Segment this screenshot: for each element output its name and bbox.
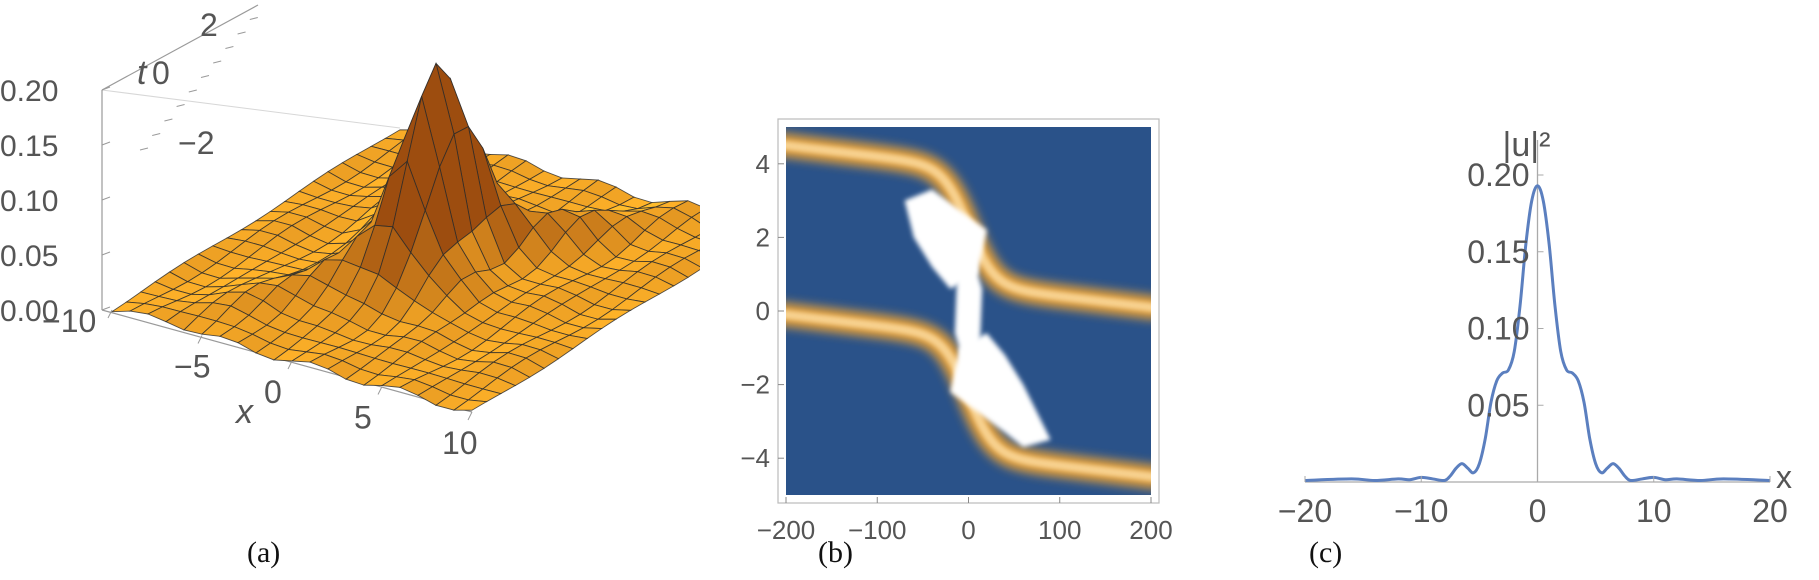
heatmap-y-tick: −4 — [740, 443, 770, 473]
heatmap-y-tick: 2 — [756, 222, 770, 252]
line-panel: −20 −10 0 10 20 0.05 0.10 0.15 0.20 |u|² x (c) — [1220, 0, 1819, 575]
line-y-tick: 0.15 — [1467, 234, 1529, 270]
heatmap-x-tick: 100 — [1038, 515, 1081, 545]
heatmap-bands — [786, 133, 1151, 489]
surface-x-tick: −5 — [174, 349, 210, 385]
surface-z-tick: 0.05 — [0, 240, 58, 273]
surface-x-tick: 10 — [442, 425, 478, 461]
surface-t-tick: 0 — [152, 55, 170, 91]
surface-x-tick: 5 — [354, 400, 372, 436]
heatmap-x-tick: −100 — [848, 515, 907, 545]
surface-t-tick: −2 — [178, 125, 214, 161]
line-x-tick: 0 — [1529, 493, 1547, 529]
surface-panel: 0.00 0.05 0.10 0.15 0.20 −10 −5 0 5 10 −2 0 2 x t (a… — [0, 0, 762, 575]
heatmap-y-tick: 0 — [756, 296, 770, 326]
surface-t-label: t — [137, 54, 148, 92]
heatmap-panel: −200 −100 0 100 200 −4 −2 0 2 4 (b) — [700, 0, 1220, 575]
heatmap-x-tick: −200 — [757, 515, 816, 545]
line-y-tick: 0.10 — [1467, 311, 1529, 347]
heatmap-y-tick: −2 — [740, 370, 770, 400]
heatmap-y-tick: 4 — [756, 149, 770, 179]
line-x-tick: −10 — [1394, 493, 1448, 529]
line-y-label: |u|² — [1503, 126, 1551, 164]
line-x-tick: −20 — [1278, 493, 1332, 529]
heatmap-plot: −200 −100 0 100 200 −4 −2 0 2 4 (b) — [740, 118, 1173, 569]
surface-z-tick: 0.10 — [0, 185, 58, 218]
surface-mesh — [110, 62, 762, 411]
line-plot: −20 −10 0 10 20 0.05 0.10 0.15 0.20 |u|² x (c) — [1278, 126, 1792, 569]
line-x-tick: 20 — [1752, 493, 1788, 529]
heatmap-x-tick: 0 — [961, 515, 975, 545]
line-y-tick: 0.20 — [1467, 157, 1529, 193]
line-series — [1304, 184, 1771, 483]
surface-x-tick: 0 — [264, 374, 282, 410]
panel-a-caption: (a) — [247, 536, 280, 569]
surface-z-tick: 0.15 — [0, 130, 58, 163]
surface-z-tick: 0.00 — [0, 295, 58, 328]
panel-c-caption: (c) — [1309, 536, 1342, 569]
panel-b-caption: (b) — [818, 536, 853, 569]
heatmap-x-tick: 200 — [1129, 515, 1172, 545]
line-x-tick: 10 — [1636, 493, 1672, 529]
surface-x-label: x — [234, 393, 254, 431]
line-tick-labels: −20 −10 0 10 20 0.05 0.10 0.15 0.20 — [1278, 157, 1788, 529]
surface-x-tick: −10 — [42, 303, 96, 339]
surface-t-tick: 2 — [200, 7, 218, 43]
heatmap-ticks: −200 −100 0 100 200 −4 −2 0 2 4 — [740, 149, 1172, 545]
line-axes — [1305, 140, 1770, 483]
line-x-label: x — [1776, 459, 1792, 495]
surface-z-tick: 0.20 — [0, 75, 58, 108]
line-y-tick: 0.05 — [1467, 387, 1529, 423]
